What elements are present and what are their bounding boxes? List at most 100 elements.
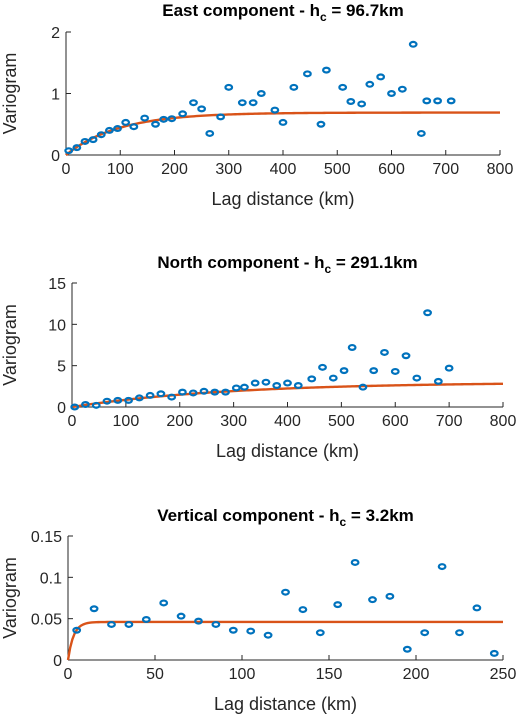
x-tick-label: 700 <box>436 413 463 430</box>
data-point <box>121 118 131 126</box>
x-tick-label: 800 <box>490 413 517 430</box>
data-point <box>261 378 271 386</box>
data-point <box>210 388 220 396</box>
data-point <box>402 645 412 653</box>
data-point <box>387 89 396 97</box>
chart-title-subscript: c <box>320 10 327 24</box>
x-tick-label: 600 <box>378 161 405 178</box>
x-tick-label: 300 <box>215 161 242 178</box>
data-point <box>176 612 186 620</box>
data-point <box>455 629 464 637</box>
data-point <box>156 390 166 398</box>
data-point <box>281 588 290 596</box>
x-tick-label: 250 <box>490 666 517 683</box>
data-point <box>246 627 256 635</box>
chart-panel-1: East component - hc = 96.7km 0 100 200 300 40… <box>0 1 513 209</box>
data-point <box>89 605 99 613</box>
data-point <box>248 99 258 107</box>
y-tick-label: 0 <box>51 148 60 165</box>
y-tick-label: 15 <box>48 276 66 293</box>
data-point <box>107 620 116 628</box>
data-point <box>397 85 407 93</box>
data-point <box>390 367 400 375</box>
data-point <box>263 631 273 639</box>
data-point <box>422 97 432 105</box>
data-point <box>228 626 238 634</box>
x-tick-label: 100 <box>229 666 256 683</box>
data-point <box>145 391 155 399</box>
chart-title-main: North component - h <box>157 253 324 272</box>
data-point <box>194 617 203 625</box>
data-point <box>416 129 426 137</box>
data-point <box>104 126 114 134</box>
data-point <box>357 100 367 108</box>
data-point <box>151 120 160 128</box>
data-point <box>472 604 482 612</box>
data-point <box>347 343 357 351</box>
x-tick-label: 200 <box>161 161 188 178</box>
chart-title-value: = 3.2km <box>346 506 414 525</box>
fit-curve <box>71 382 504 409</box>
data-point <box>369 367 379 375</box>
x-axis-label: Lag distance (km) <box>211 189 354 209</box>
data-point <box>72 626 82 634</box>
data-point <box>380 348 389 356</box>
chart-title-value: = 291.1km <box>331 253 418 272</box>
data-point <box>124 620 134 628</box>
y-tick-label: 0 <box>53 653 62 670</box>
chart-title-main: East component - h <box>162 1 320 20</box>
data-point <box>96 131 106 139</box>
data-point <box>231 384 241 392</box>
y-tick-label: 0 <box>57 400 66 417</box>
data-point <box>289 83 299 91</box>
data-point <box>315 629 325 637</box>
data-point <box>224 83 234 91</box>
data-point <box>350 558 360 566</box>
data-point <box>64 147 74 155</box>
x-axis-label: Lag distance (km) <box>214 694 357 714</box>
x-tick-label: 100 <box>113 413 140 430</box>
data-point <box>216 113 226 121</box>
data-point <box>256 89 266 97</box>
data-point <box>270 106 280 114</box>
y-tick-label: 1 <box>51 87 60 104</box>
data-point <box>199 387 209 395</box>
data-point <box>140 114 150 122</box>
x-tick-label: 0 <box>62 161 71 178</box>
data-point <box>293 382 303 390</box>
data-point <box>113 396 123 404</box>
x-tick-label: 150 <box>316 666 343 683</box>
data-point <box>141 615 151 623</box>
data-point <box>437 563 447 571</box>
data-point <box>401 352 411 360</box>
data-point <box>221 388 230 396</box>
data-point <box>423 309 432 317</box>
data-point <box>408 40 418 48</box>
data-point <box>489 649 499 657</box>
data-point <box>167 115 177 123</box>
data-point <box>339 367 349 375</box>
data-point <box>237 99 247 107</box>
data-point <box>298 606 308 614</box>
data-point <box>318 363 327 371</box>
chart-panel-3: Vertical component - hc = 3.2km 0 50 100 150… <box>0 506 516 714</box>
data-point <box>102 397 112 405</box>
y-tick-label: 0.05 <box>31 612 62 629</box>
y-tick-label: 5 <box>57 359 66 376</box>
data-point <box>72 144 82 152</box>
fit-curve <box>65 111 500 156</box>
y-tick-label: 10 <box>48 317 66 334</box>
data-point <box>420 629 430 637</box>
data-point <box>197 105 207 113</box>
data-point <box>167 393 177 401</box>
x-tick-label: 800 <box>487 161 514 178</box>
data-point <box>412 374 422 382</box>
x-tick-label: 400 <box>274 413 301 430</box>
data-point <box>385 592 395 600</box>
data-point <box>80 137 90 145</box>
data-point <box>178 388 187 396</box>
data-point <box>338 83 348 91</box>
data-point <box>368 596 377 604</box>
data-point <box>316 120 326 128</box>
data-point <box>307 375 317 383</box>
